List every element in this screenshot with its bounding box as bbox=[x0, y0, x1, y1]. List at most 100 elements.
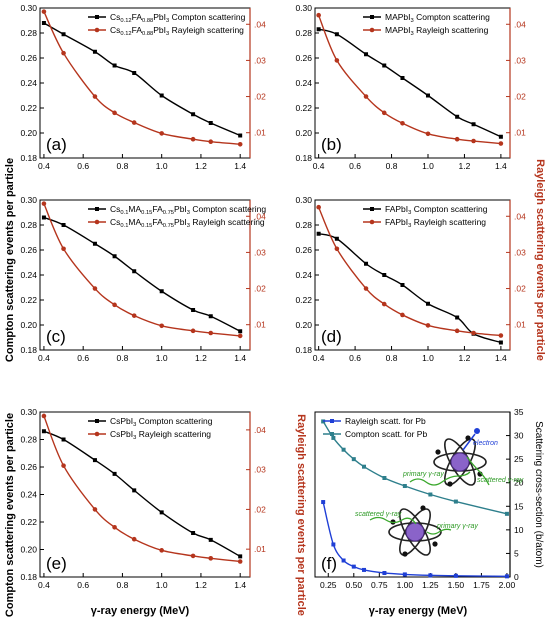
data-point bbox=[41, 429, 46, 434]
legend-label-part: 0.1 bbox=[120, 223, 128, 229]
data-point bbox=[61, 50, 66, 56]
legend-label-part: MA bbox=[128, 204, 141, 214]
left-y-tick-label: 0.30 bbox=[295, 195, 312, 205]
left-y-tick-label: 0.22 bbox=[295, 295, 312, 305]
data-point bbox=[425, 93, 430, 98]
nucleus bbox=[405, 522, 425, 542]
xlabel-right: γ-ray energy (MeV) bbox=[369, 605, 468, 617]
data-point bbox=[341, 447, 346, 452]
data-point bbox=[159, 289, 164, 294]
primary-ray-wave-2 bbox=[426, 528, 452, 535]
data-point bbox=[334, 246, 340, 252]
x-tick-label: 0.6 bbox=[77, 161, 89, 171]
left-y-tick-label: 0.26 bbox=[295, 245, 312, 255]
data-point bbox=[208, 537, 213, 542]
primary-ray-wave bbox=[409, 471, 471, 486]
legend-marker bbox=[370, 207, 374, 211]
data-point bbox=[400, 312, 405, 318]
legend-label-part: 3 bbox=[411, 31, 414, 37]
right-y-tick-label: 5 bbox=[514, 548, 519, 558]
data-point bbox=[191, 112, 196, 117]
x-tick-label: 0.4 bbox=[313, 161, 325, 171]
data-point bbox=[41, 413, 47, 419]
data-point bbox=[41, 201, 47, 206]
legend-label-part: 3 bbox=[166, 31, 169, 37]
data-point bbox=[471, 122, 476, 127]
right-y-tick-label: 30 bbox=[514, 431, 524, 441]
ejected-electron bbox=[474, 428, 480, 434]
right-y-tick-label: .03 bbox=[254, 465, 266, 475]
right-y-tick-label: .01 bbox=[254, 320, 266, 330]
data-point bbox=[321, 500, 326, 505]
x-tick-label: 1.00 bbox=[397, 580, 414, 590]
x-tick-label: 0.75 bbox=[371, 580, 388, 590]
annotation-scattered-ray-2: scattered γ-ray bbox=[355, 511, 402, 518]
legend-label-part: FAPbI bbox=[385, 217, 408, 227]
data-point bbox=[381, 301, 387, 307]
x-tick-label: 0.8 bbox=[117, 580, 129, 590]
data-point bbox=[382, 476, 387, 480]
x-tick-label: 1.4 bbox=[234, 353, 246, 363]
right-y-tick-label: .03 bbox=[514, 55, 526, 65]
legend-marker bbox=[94, 219, 100, 225]
electron-dot bbox=[447, 481, 453, 487]
left-y-tick-label: 0.18 bbox=[20, 153, 37, 163]
left-y-tick-label: 0.20 bbox=[295, 128, 312, 138]
legend-marker bbox=[370, 15, 374, 19]
left-y-tick-label: 0.28 bbox=[20, 28, 37, 38]
data-point bbox=[92, 94, 98, 99]
data-point bbox=[191, 531, 196, 535]
legend-label-part: 3 bbox=[408, 223, 411, 229]
right-y-tick-label: 25 bbox=[514, 454, 524, 464]
left-y-tick-label: 0.28 bbox=[295, 28, 312, 38]
electron-dot bbox=[465, 435, 471, 441]
right-y-tick-label: .01 bbox=[514, 320, 526, 330]
data-point bbox=[132, 269, 137, 274]
legend-label-part: Cs bbox=[110, 12, 120, 22]
data-point bbox=[112, 471, 117, 476]
data-point bbox=[402, 484, 407, 489]
data-point bbox=[237, 333, 243, 339]
data-point bbox=[191, 308, 196, 312]
left-y-tick-label: 0.30 bbox=[295, 3, 312, 13]
left-y-tick-label: 0.22 bbox=[20, 103, 37, 113]
series-line-0 bbox=[322, 501, 507, 578]
right-y-tick-label: .02 bbox=[514, 284, 526, 294]
data-point bbox=[131, 313, 137, 318]
legend-label-part: FA bbox=[132, 12, 143, 22]
legend-label: Rayleigh scatt. for Pb bbox=[345, 416, 426, 426]
data-point bbox=[112, 63, 117, 68]
data-point bbox=[190, 328, 196, 334]
data-point bbox=[112, 254, 117, 259]
data-point bbox=[41, 21, 46, 25]
data-point bbox=[455, 315, 460, 320]
legend-label-part: Cs bbox=[110, 217, 120, 227]
left-y-tick-label: 0.18 bbox=[20, 572, 37, 582]
right-y-tick-label: .04 bbox=[514, 19, 526, 29]
left-y-tick-label: 0.22 bbox=[295, 103, 312, 113]
x-tick-label: 1.2 bbox=[195, 353, 207, 363]
left-ylabel-top: Compton scattering events per particle bbox=[4, 158, 16, 362]
data-point bbox=[363, 94, 369, 99]
legend-label-part: Rayleigh scattering bbox=[136, 429, 211, 439]
panel-f: 0.25 0.50 0.75 1.00 1.25 1.50 1.75 2.000 5 10 15 20… bbox=[314, 407, 544, 590]
scattered-ray-wave bbox=[466, 456, 490, 486]
data-point bbox=[41, 9, 47, 14]
right-y-tick-label: .01 bbox=[254, 128, 266, 138]
x-tick-label: 0.8 bbox=[386, 353, 398, 363]
legend-label-part: Cs bbox=[110, 204, 120, 214]
legend-label-part: PbI bbox=[174, 204, 187, 214]
atom-illustration bbox=[388, 505, 442, 557]
data-point bbox=[454, 136, 460, 142]
legend-marker bbox=[369, 27, 375, 33]
legend-label-part: 3 bbox=[408, 210, 411, 216]
x-tick-label: 0.4 bbox=[38, 353, 50, 363]
series-line-0 bbox=[43, 22, 241, 137]
panel-label: (d) bbox=[321, 327, 342, 346]
x-tick-label: 0.4 bbox=[38, 580, 50, 590]
panel-b: 0.4 0.6 0.8 1.0 1.2 1.4 0.18 0.20 0.22 0.24 0.26 0.… bbox=[295, 3, 526, 171]
legend-label-part: CsPbI bbox=[110, 416, 133, 426]
x-tick-label: 1.4 bbox=[495, 353, 507, 363]
data-point bbox=[453, 573, 458, 578]
